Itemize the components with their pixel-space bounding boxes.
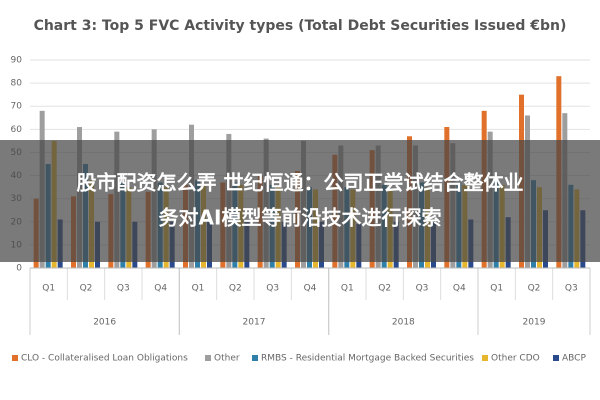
x-tick-label: Q2 <box>229 284 242 294</box>
x-group-label: 2016 <box>93 318 116 328</box>
chart-title: Chart 3: Top 5 FVC Activity types (Total… <box>34 18 567 34</box>
x-tick-label: Q3 <box>117 284 130 294</box>
legend-label: ABCP <box>562 354 586 364</box>
legend-swatch <box>252 355 258 361</box>
x-tick-label: Q1 <box>192 284 205 294</box>
legend-swatch <box>12 355 18 361</box>
y-tick-label: 60 <box>11 125 23 135</box>
legend-swatch <box>205 355 211 361</box>
x-tick-label: Q3 <box>416 284 429 294</box>
x-group-label: 2017 <box>243 318 266 328</box>
y-tick-label: 90 <box>11 56 23 66</box>
legend-label: RMBS - Residential Mortgage Backed Secur… <box>261 354 474 364</box>
y-tick-label: 70 <box>11 102 23 112</box>
legend-label: Other <box>214 354 240 364</box>
x-group-label: 2019 <box>523 318 546 328</box>
x-tick-label: Q2 <box>528 284 541 294</box>
y-tick-label: 0 <box>16 264 22 274</box>
x-tick-label: Q2 <box>80 284 93 294</box>
y-tick-label: 80 <box>11 79 23 89</box>
x-tick-label: Q1 <box>490 284 503 294</box>
x-tick-label: Q2 <box>378 284 391 294</box>
legend-label: CLO - Collateralised Loan Obligations <box>21 354 188 364</box>
x-tick-label: Q1 <box>42 284 55 294</box>
x-group-label: 2018 <box>392 318 415 328</box>
overlay-text: 股市配资怎么弄 世纪恒通：公司正尝试结合整体业 <box>77 171 524 195</box>
x-tick-label: Q4 <box>154 284 167 294</box>
overlay-text: 务对AI模型等前沿技术进行探索 <box>159 206 442 230</box>
x-tick-label: Q4 <box>304 284 317 294</box>
legend-swatch <box>482 355 488 361</box>
legend-swatch <box>553 355 559 361</box>
x-tick-label: Q3 <box>565 284 578 294</box>
overlay-banner <box>0 140 600 262</box>
x-tick-label: Q3 <box>266 284 279 294</box>
legend-label: Other CDO <box>491 354 540 364</box>
x-tick-label: Q4 <box>453 284 466 294</box>
x-tick-label: Q1 <box>341 284 354 294</box>
